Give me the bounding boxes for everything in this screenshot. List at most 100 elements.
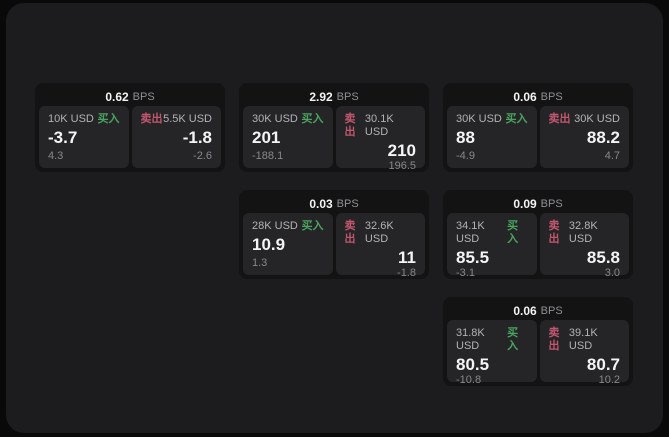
sell-sub-value: 3.0 xyxy=(604,267,620,279)
buy-price: 88 xyxy=(456,128,475,147)
sell-sub-value: 10.2 xyxy=(598,374,620,386)
sell-side-label: 卖出 xyxy=(548,220,560,245)
buy-tile-header: 34.1K USD 买入 xyxy=(456,220,528,246)
sell-price: 85.8 xyxy=(586,248,620,267)
sell-quote-tile[interactable]: 卖出 32.8K USD 85.8 3.0 xyxy=(539,213,629,279)
sell-tile-header: 卖出 32.8K USD xyxy=(549,220,621,246)
sell-tile-header: 卖出 32.6K USD xyxy=(345,220,417,246)
bps-value: 2.92 xyxy=(309,89,333,104)
sell-amount: 30K USD xyxy=(574,113,620,125)
buy-tile-header: 10K USD 买入 xyxy=(48,113,120,126)
buy-price: 10.9 xyxy=(252,235,286,254)
bps-unit-label: BPS xyxy=(540,304,563,317)
sell-quote-tile[interactable]: 卖出 32.6K USD 11 -1.8 xyxy=(335,213,425,279)
sell-tile-header: 卖出 39.1K USD xyxy=(549,327,621,353)
quote-panels: 31.8K USD 买入 80.5 -10.8 卖出 39.1K USD 80.… xyxy=(447,320,629,386)
sell-sub-value: 196.5 xyxy=(388,160,416,172)
buy-sub-value: 1.3 xyxy=(252,257,268,269)
sell-price: 11 xyxy=(398,248,416,267)
sell-quote-tile[interactable]: 卖出 39.1K USD 80.7 10.2 xyxy=(539,320,629,386)
bps-unit-label: BPS xyxy=(132,90,155,103)
sell-price: 80.7 xyxy=(586,355,620,374)
buy-price: 80.5 xyxy=(456,355,490,374)
bps-value: 0.06 xyxy=(513,303,537,318)
card-header: 0.06 BPS xyxy=(447,301,629,320)
buy-side-label: 买入 xyxy=(505,113,528,125)
sell-price: 210 xyxy=(387,141,416,160)
bps-unit-label: BPS xyxy=(540,197,563,210)
quote-panels: 30K USD 买入 88 -4.9 卖出 30K USD 88.2 4.7 xyxy=(447,106,629,168)
buy-side-label: 买入 xyxy=(507,327,519,352)
card-header: 0.06 BPS xyxy=(447,87,629,106)
buy-amount: 10K USD xyxy=(48,113,94,125)
bps-value: 0.06 xyxy=(513,89,537,104)
sell-side-label: 卖出 xyxy=(548,113,571,125)
quote-grid: 0.62 BPS 10K USD 买入 -3.7 4.3 卖出 5.5K USD… xyxy=(35,83,633,386)
buy-amount: 30K USD xyxy=(456,113,502,125)
buy-tile-header: 28K USD 买入 xyxy=(252,220,324,233)
buy-quote-tile[interactable]: 10K USD 买入 -3.7 4.3 xyxy=(39,106,129,168)
buy-quote-tile[interactable]: 34.1K USD 买入 85.5 -3.1 xyxy=(447,213,537,279)
sell-amount: 30.1K USD xyxy=(364,113,394,138)
buy-sub-value: -3.1 xyxy=(456,267,475,279)
quote-panels: 34.1K USD 买入 85.5 -3.1 卖出 32.8K USD 85.8… xyxy=(447,213,629,279)
card-header: 2.92 BPS xyxy=(243,87,425,106)
app-surface: 0.62 BPS 10K USD 买入 -3.7 4.3 卖出 5.5K USD… xyxy=(6,3,663,433)
quote-panels: 28K USD 买入 10.9 1.3 卖出 32.6K USD 11 -1.8 xyxy=(243,213,425,279)
quote-card: 0.09 BPS 34.1K USD 买入 85.5 -3.1 卖出 32.8K… xyxy=(443,190,633,279)
sell-amount: 39.1K USD xyxy=(568,327,598,352)
buy-price: -3.7 xyxy=(48,128,78,147)
buy-tile-header: 30K USD 买入 xyxy=(252,113,324,126)
bps-unit-label: BPS xyxy=(336,90,359,103)
sell-side-label: 卖出 xyxy=(344,220,356,245)
buy-amount: 34.1K USD xyxy=(456,220,485,245)
bps-value: 0.03 xyxy=(309,196,333,211)
sell-quote-tile[interactable]: 卖出 30.1K USD 210 196.5 xyxy=(335,106,425,172)
sell-tile-header: 卖出 30.1K USD xyxy=(345,113,417,139)
buy-quote-tile[interactable]: 31.8K USD 买入 80.5 -10.8 xyxy=(447,320,537,386)
sell-sub-value: -1.8 xyxy=(397,267,416,279)
sell-price: 88.2 xyxy=(586,128,620,147)
buy-tile-header: 31.8K USD 买入 xyxy=(456,327,528,353)
buy-price: 201 xyxy=(252,128,281,147)
buy-side-label: 买入 xyxy=(507,220,519,245)
card-header: 0.62 BPS xyxy=(39,87,221,106)
buy-side-label: 买入 xyxy=(301,220,324,232)
card-header: 0.09 BPS xyxy=(447,194,629,213)
sell-tile-header: 卖出 5.5K USD xyxy=(141,113,213,126)
sell-side-label: 卖出 xyxy=(140,113,163,125)
buy-tile-header: 30K USD 买入 xyxy=(456,113,528,126)
quote-card: 0.62 BPS 10K USD 买入 -3.7 4.3 卖出 5.5K USD… xyxy=(35,83,225,172)
buy-quote-tile[interactable]: 28K USD 买入 10.9 1.3 xyxy=(243,213,333,275)
buy-quote-tile[interactable]: 30K USD 买入 88 -4.9 xyxy=(447,106,537,168)
buy-side-label: 买入 xyxy=(301,113,324,125)
sell-sub-value: 4.7 xyxy=(604,150,620,162)
buy-sub-value: 4.3 xyxy=(48,150,64,162)
quote-card: 0.06 BPS 30K USD 买入 88 -4.9 卖出 30K USD 8… xyxy=(443,83,633,172)
sell-amount: 32.8K USD xyxy=(568,220,598,245)
buy-quote-tile[interactable]: 30K USD 买入 201 -188.1 xyxy=(243,106,333,168)
bps-unit-label: BPS xyxy=(540,90,563,103)
buy-sub-value: -10.8 xyxy=(456,374,482,386)
quote-card: 2.92 BPS 30K USD 买入 201 -188.1 卖出 30.1K … xyxy=(239,83,429,172)
buy-amount: 30K USD xyxy=(252,113,298,125)
buy-amount: 31.8K USD xyxy=(456,327,485,352)
sell-tile-header: 卖出 30K USD xyxy=(549,113,621,126)
buy-side-label: 买入 xyxy=(97,113,120,125)
sell-amount: 5.5K USD xyxy=(163,113,212,125)
bps-unit-label: BPS xyxy=(336,197,359,210)
bps-value: 0.09 xyxy=(513,196,537,211)
sell-amount: 32.6K USD xyxy=(364,220,394,245)
sell-side-label: 卖出 xyxy=(344,113,356,138)
quote-panels: 30K USD 买入 201 -188.1 卖出 30.1K USD 210 1… xyxy=(243,106,425,172)
sell-price: -1.8 xyxy=(182,128,212,147)
quote-panels: 10K USD 买入 -3.7 4.3 卖出 5.5K USD -1.8 -2.… xyxy=(39,106,221,168)
sell-sub-value: -2.6 xyxy=(193,150,212,162)
sell-quote-tile[interactable]: 卖出 5.5K USD -1.8 -2.6 xyxy=(131,106,221,168)
buy-sub-value: -4.9 xyxy=(456,150,475,162)
sell-side-label: 卖出 xyxy=(548,327,560,352)
sell-quote-tile[interactable]: 卖出 30K USD 88.2 4.7 xyxy=(539,106,629,168)
buy-price: 85.5 xyxy=(456,248,490,267)
quote-card: 0.03 BPS 28K USD 买入 10.9 1.3 卖出 32.6K US… xyxy=(239,190,429,279)
buy-amount: 28K USD xyxy=(252,220,298,232)
